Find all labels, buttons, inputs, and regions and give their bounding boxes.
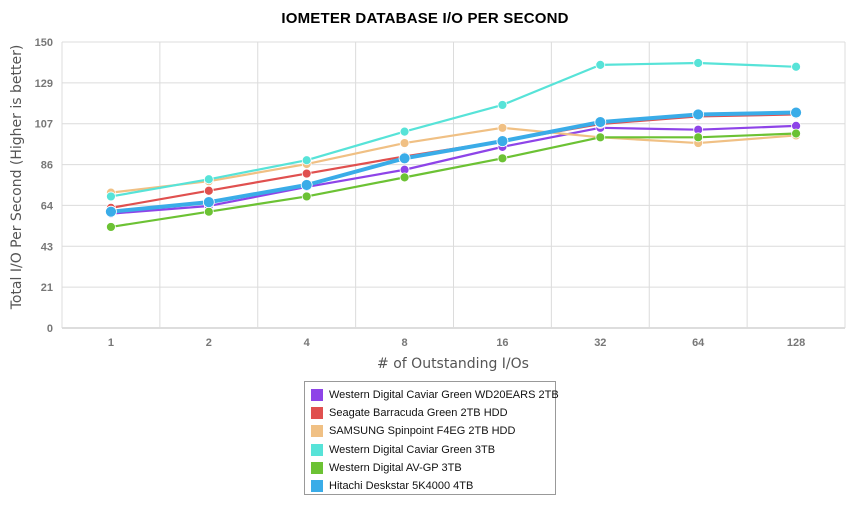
- legend-swatch: [311, 425, 323, 438]
- y-tick-label: 129: [35, 78, 53, 90]
- series-line: [109, 61, 798, 198]
- data-point: [203, 185, 214, 196]
- legend-swatch: [311, 407, 323, 420]
- y-tick-label: 64: [41, 200, 54, 212]
- series-line: [109, 132, 798, 229]
- y-axis-title: Total I/O Per Second (Higher is better): [9, 45, 25, 311]
- grid-layer: [61, 41, 846, 329]
- series-group: [106, 58, 801, 202]
- x-tick-label: 2: [206, 337, 212, 349]
- x-tick-label: 8: [402, 337, 408, 349]
- data-point: [594, 116, 607, 128]
- data-point: [301, 155, 312, 166]
- y-tick-label: 150: [35, 37, 53, 49]
- legend-label: SAMSUNG Spinpoint F4EG 2TB HDD: [329, 425, 516, 438]
- legend-item: SAMSUNG Spinpoint F4EG 2TB HDD: [311, 422, 549, 440]
- legend: Western Digital Caviar Green WD20EARS 2T…: [304, 381, 559, 495]
- data-point: [399, 172, 410, 183]
- legend-item: Western Digital Caviar Green WD20EARS 2T…: [311, 386, 559, 404]
- legend-swatch: [311, 443, 323, 456]
- legend-swatch: [311, 461, 323, 474]
- data-point: [301, 168, 312, 179]
- data-point: [202, 196, 215, 209]
- legend-label: Western Digital AV-GP 3TB: [329, 461, 462, 474]
- data-point: [106, 222, 116, 232]
- series-line: [108, 110, 799, 214]
- data-point: [398, 152, 411, 165]
- data-point: [790, 106, 802, 119]
- y-tick-label: 86: [41, 160, 53, 172]
- legend-item: Seagate Barracuda Green 2TB HDD: [311, 404, 549, 422]
- data-point: [693, 58, 704, 68]
- data-point: [497, 122, 508, 133]
- legend-label: Western Digital Caviar Green WD20EARS 2T…: [329, 389, 559, 402]
- data-point: [692, 108, 705, 121]
- data-point: [105, 205, 117, 218]
- data-point: [301, 191, 312, 202]
- x-tick-label: 16: [496, 337, 508, 349]
- x-tick-label: 128: [787, 337, 805, 349]
- data-point: [399, 138, 410, 148]
- series-group: [106, 128, 801, 232]
- legend-label: Seagate Barracuda Green 2TB HDD: [329, 407, 508, 420]
- series-line: [109, 124, 798, 215]
- y-tick-label: 21: [41, 282, 53, 294]
- series-line: [109, 126, 798, 194]
- y-tick-label: 43: [41, 241, 53, 253]
- x-tick-label: 32: [594, 337, 606, 349]
- legend-swatch: [311, 480, 323, 493]
- data-point: [595, 132, 606, 143]
- legend-label: Western Digital Caviar Green 3TB: [329, 443, 496, 456]
- tick-labels: 0 21 43 64 86 107 129 150 1 2 4 8 16 32 64 128: [35, 37, 806, 349]
- data-point: [791, 61, 801, 72]
- data-point: [595, 59, 606, 70]
- data-point: [203, 174, 214, 185]
- x-tick-label: 1: [108, 337, 114, 349]
- x-axis-title: # of Outstanding I/Os: [377, 356, 529, 372]
- legend-item: Hitachi Deskstar 5K4000 4TB: [311, 477, 549, 495]
- data-point: [106, 191, 116, 202]
- data-point: [399, 126, 410, 137]
- data-point: [203, 206, 214, 217]
- series-layer: [105, 58, 802, 232]
- data-point: [693, 132, 704, 143]
- data-point: [791, 128, 801, 139]
- legend-label: Hitachi Deskstar 5K4000 4TB: [329, 480, 474, 493]
- data-point: [497, 100, 508, 110]
- legend-item: Western Digital AV-GP 3TB: [311, 459, 549, 477]
- y-tick-label: 0: [47, 323, 53, 335]
- chart-title: IOMETER DATABASE I/O PER SECOND: [281, 10, 569, 27]
- x-tick-label: 64: [692, 337, 705, 349]
- data-point: [497, 153, 508, 164]
- y-tick-label: 107: [35, 119, 53, 131]
- data-point: [496, 135, 509, 148]
- legend-swatch: [311, 389, 323, 402]
- data-point: [300, 179, 313, 191]
- series-group: [105, 106, 802, 218]
- x-tick-label: 4: [304, 337, 311, 349]
- legend-item: Western Digital Caviar Green 3TB: [311, 441, 549, 459]
